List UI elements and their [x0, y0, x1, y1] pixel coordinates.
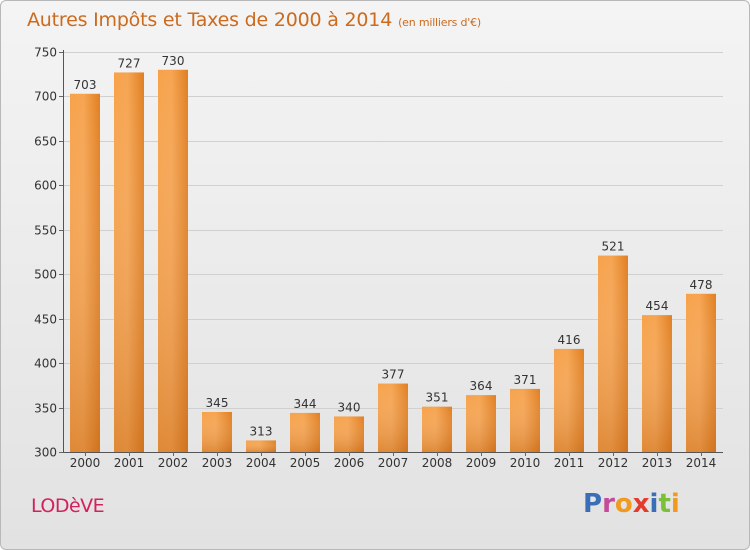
bar-shade: [554, 348, 584, 452]
bar-value-label: 364: [470, 379, 493, 393]
bar-value-label: 344: [294, 397, 317, 411]
bar-value-label: 454: [646, 299, 669, 313]
bar-shade: [70, 93, 100, 453]
y-tick-label: 500: [34, 268, 57, 282]
y-tick-label: 350: [34, 402, 57, 416]
x-tick-label: 2003: [202, 456, 233, 470]
y-tick-label: 750: [34, 46, 57, 60]
bar-value-label: 478: [690, 278, 713, 292]
y-tick-label: 550: [34, 224, 57, 238]
y-tick-label: 600: [34, 179, 57, 193]
bar-value-label: 730: [162, 54, 185, 68]
x-tick-label: 2000: [70, 456, 101, 470]
bar-value-label: 521: [602, 240, 625, 254]
bar-shade: [202, 412, 232, 452]
bars: [70, 69, 716, 453]
bar-value-label: 345: [206, 396, 229, 410]
x-tick-label: 2010: [510, 456, 541, 470]
x-tick-label: 2007: [378, 456, 409, 470]
bar-shade: [246, 440, 276, 452]
bar-shade: [422, 406, 452, 452]
x-tick-label: 2006: [334, 456, 365, 470]
bar-value-label: 340: [338, 400, 361, 414]
x-tick-label: 2008: [422, 456, 453, 470]
bar-value-label: 416: [558, 333, 581, 347]
x-tick-label: 2005: [290, 456, 321, 470]
bar-shade: [598, 255, 628, 452]
x-tick-label: 2014: [686, 456, 717, 470]
bar-value-label: 727: [118, 56, 141, 70]
x-tick-label: 2004: [246, 456, 277, 470]
bar-shade: [114, 72, 144, 452]
bar-shade: [158, 69, 188, 453]
y-tick-label: 300: [34, 446, 57, 460]
x-tick-label: 2011: [554, 456, 585, 470]
y-tick-label: 400: [34, 357, 57, 371]
x-tick-label: 2009: [466, 456, 497, 470]
chart-subtitle: (en milliers d'€): [398, 16, 481, 29]
title-text: Autres Impôts et Taxes de 2000 à 2014: [27, 9, 393, 31]
bar-shade: [510, 388, 540, 452]
bar-value-label: 351: [426, 391, 449, 405]
y-tick-label: 450: [34, 313, 57, 327]
bar-shade: [290, 412, 320, 452]
x-tick-label: 2012: [598, 456, 629, 470]
chart-title: Autres Impôts et Taxes de 2000 à 2014 (en…: [27, 9, 481, 31]
y-tick-label: 650: [34, 135, 57, 149]
bar-shade: [686, 293, 716, 452]
bar-shade: [642, 315, 672, 452]
bar-shade: [378, 383, 408, 452]
bar-value-label: 703: [74, 78, 97, 92]
axes: 300 350 400 450 500 550 600 650 700 750 2000 2001 20…: [34, 46, 723, 470]
bar-value-label: 377: [382, 368, 405, 382]
bar-value-label: 313: [250, 424, 273, 438]
bar-shade: [466, 395, 496, 452]
x-tick-label: 2002: [158, 456, 189, 470]
data-labels: 703 727 730 345 313 344 340 377 351 364 371 416 521 4…: [74, 54, 713, 439]
y-tick-label: 700: [34, 90, 57, 104]
bar-value-label: 371: [514, 373, 537, 387]
x-tick-label: 2013: [642, 456, 673, 470]
location-label: LODèVE: [31, 495, 105, 517]
proxiti-logo: Proxiti: [583, 489, 680, 519]
x-tick-label: 2001: [114, 456, 145, 470]
bar-shade: [334, 416, 364, 452]
